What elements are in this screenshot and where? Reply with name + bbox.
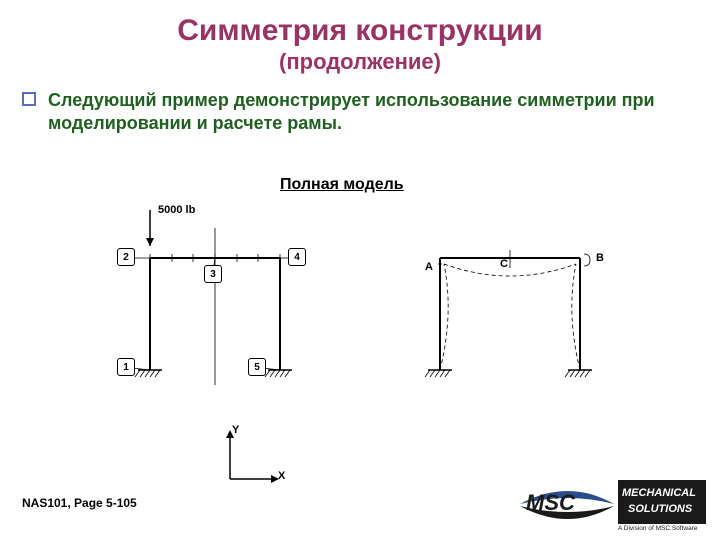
node-1: 1	[117, 358, 135, 376]
svg-text:MSC: MSC	[526, 490, 576, 515]
svg-text:MECHANICAL: MECHANICAL	[622, 487, 696, 499]
page-title: Симметрия конструкции	[0, 0, 720, 47]
axes-diagram	[210, 424, 290, 496]
label-A: A	[425, 261, 433, 273]
right-diagram	[390, 200, 670, 420]
node-3: 3	[204, 265, 222, 283]
page-subtitle: (продолжение)	[0, 49, 720, 75]
axis-y-label: Y	[232, 424, 239, 436]
axis-x-label: X	[278, 470, 285, 482]
node-4: 4	[288, 248, 306, 266]
msc-logo: MSC MECHANICAL SOLUTIONS A Division of MSC.…	[518, 474, 708, 532]
label-B: B	[596, 252, 604, 264]
svg-text:SOLUTIONS: SOLUTIONS	[628, 503, 693, 515]
svg-text:A Division of MSC.Software: A Division of MSC.Software	[618, 525, 698, 532]
bullet-row: Следующий пример демонстрирует использов…	[0, 75, 720, 134]
figure-title: Полная модель	[280, 176, 404, 194]
node-2: 2	[117, 248, 135, 266]
bullet-icon	[22, 92, 36, 106]
label-C: C	[500, 258, 508, 270]
footer-ref: NAS101, Page 5-105	[22, 496, 137, 510]
left-diagram	[90, 200, 350, 420]
load-label: 5000 lb	[158, 204, 195, 216]
node-5: 5	[248, 358, 266, 376]
bullet-text: Следующий пример демонстрирует использов…	[48, 89, 680, 134]
